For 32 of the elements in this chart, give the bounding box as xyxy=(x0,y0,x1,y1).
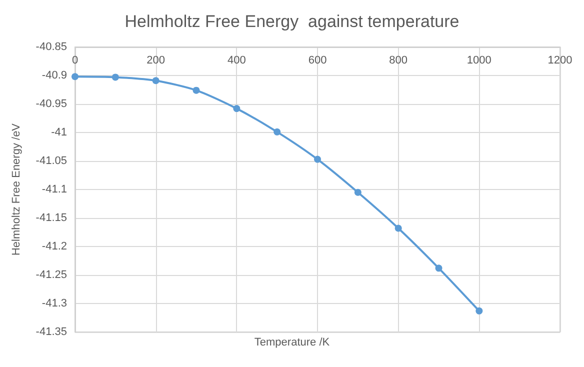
y-tick-label: -41.25 xyxy=(36,269,67,281)
x-axis-title: Temperature /K xyxy=(254,336,330,348)
y-tick-label: -41.15 xyxy=(36,212,67,224)
point xyxy=(354,188,362,196)
point xyxy=(112,74,119,81)
point xyxy=(72,73,78,80)
x-tick-label: 800 xyxy=(389,54,408,66)
y-tick-label: -41.1 xyxy=(42,184,67,196)
point xyxy=(152,77,160,84)
point xyxy=(314,156,321,163)
y-tick-label: -41 xyxy=(51,126,67,138)
y-axis-title: Helmholtz Free Energy /eV xyxy=(10,122,22,256)
y-tick-label: -40.95 xyxy=(36,98,67,110)
y-tick-label: -40.9 xyxy=(42,70,67,82)
x-tick-label: 200 xyxy=(146,54,166,66)
y-tick-label: -41.2 xyxy=(42,240,67,252)
point xyxy=(435,264,442,272)
x-tick-label: 600 xyxy=(308,54,327,66)
point xyxy=(274,128,281,136)
x-tick-label: 1200 xyxy=(548,54,572,66)
point xyxy=(192,86,200,94)
point xyxy=(394,224,402,232)
y-tick-label: -40.85 xyxy=(36,41,67,53)
y-tick-label: -41.05 xyxy=(36,155,67,167)
point xyxy=(476,307,483,314)
x-tick-label: 400 xyxy=(227,54,246,66)
y-tick-label: -41.3 xyxy=(42,298,67,310)
point xyxy=(233,105,240,112)
y-tick-label: -41.35 xyxy=(36,326,67,338)
x-tick-label: 1000 xyxy=(466,54,492,66)
chart-title: Helmholtz Free Energy against temperature xyxy=(124,12,460,31)
x-tick-label: 0 xyxy=(72,54,78,66)
